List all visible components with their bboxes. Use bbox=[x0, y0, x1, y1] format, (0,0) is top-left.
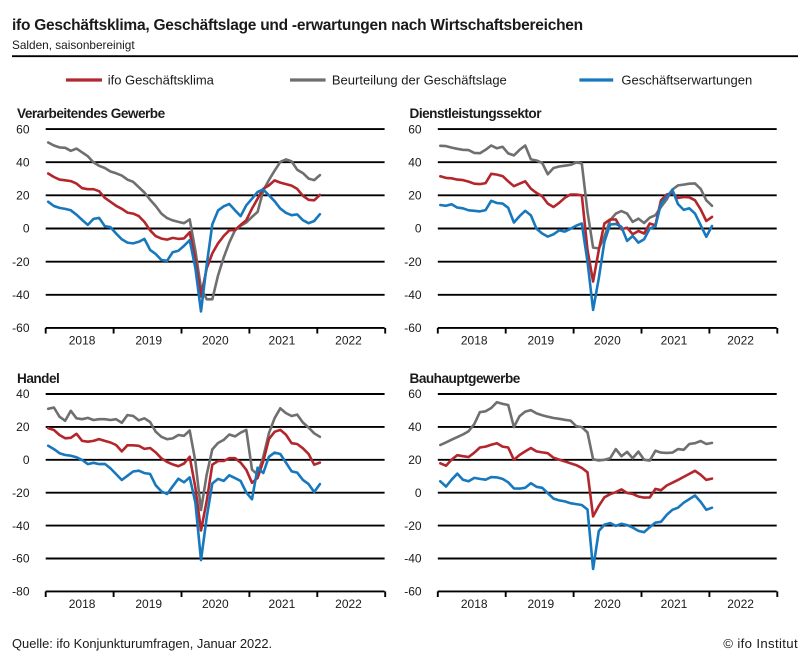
svg-text:2021: 2021 bbox=[661, 334, 688, 348]
svg-text:Verarbeitendes Gewerbe: Verarbeitendes Gewerbe bbox=[17, 106, 166, 121]
svg-text:2020: 2020 bbox=[594, 597, 621, 611]
svg-text:ifo Geschäftsklima, Geschäftsl: ifo Geschäftsklima, Geschäftslage und -e… bbox=[12, 17, 583, 34]
svg-text:-60: -60 bbox=[404, 321, 422, 335]
svg-text:0: 0 bbox=[415, 222, 422, 236]
svg-text:2021: 2021 bbox=[661, 597, 688, 611]
svg-text:2021: 2021 bbox=[269, 334, 296, 348]
svg-text:0: 0 bbox=[415, 486, 422, 500]
svg-text:-60: -60 bbox=[404, 585, 422, 599]
svg-text:-80: -80 bbox=[12, 585, 30, 599]
svg-text:-20: -20 bbox=[404, 255, 422, 269]
svg-text:20: 20 bbox=[16, 420, 30, 434]
svg-text:ifo Geschäftsklima: ifo Geschäftsklima bbox=[108, 72, 215, 87]
svg-text:2018: 2018 bbox=[69, 597, 96, 611]
svg-text:0: 0 bbox=[23, 453, 30, 467]
svg-text:2022: 2022 bbox=[335, 334, 362, 348]
svg-text:60: 60 bbox=[408, 387, 422, 401]
svg-text:20: 20 bbox=[408, 189, 422, 203]
svg-text:2019: 2019 bbox=[527, 334, 554, 348]
svg-text:60: 60 bbox=[408, 122, 422, 136]
svg-text:Geschäftserwartungen: Geschäftserwartungen bbox=[621, 72, 752, 87]
svg-text:-20: -20 bbox=[404, 519, 422, 533]
svg-text:2020: 2020 bbox=[202, 597, 229, 611]
svg-text:Bauhauptgewerbe: Bauhauptgewerbe bbox=[410, 371, 521, 386]
svg-text:2019: 2019 bbox=[135, 334, 162, 348]
svg-text:-40: -40 bbox=[12, 519, 30, 533]
svg-text:2019: 2019 bbox=[527, 597, 554, 611]
svg-text:Salden, saisonbereinigt: Salden, saisonbereinigt bbox=[12, 38, 135, 52]
svg-text:-60: -60 bbox=[12, 552, 30, 566]
svg-text:40: 40 bbox=[16, 155, 30, 169]
svg-text:2021: 2021 bbox=[269, 597, 296, 611]
svg-text:2020: 2020 bbox=[202, 334, 229, 348]
svg-text:-20: -20 bbox=[12, 486, 30, 500]
svg-text:2018: 2018 bbox=[461, 597, 488, 611]
svg-text:-40: -40 bbox=[404, 552, 422, 566]
svg-text:-40: -40 bbox=[404, 288, 422, 302]
svg-text:Dienstleistungssektor: Dienstleistungssektor bbox=[410, 106, 543, 121]
svg-text:40: 40 bbox=[408, 420, 422, 434]
svg-text:© ifo Institut: © ifo Institut bbox=[723, 636, 798, 651]
svg-text:2022: 2022 bbox=[727, 597, 754, 611]
svg-text:-20: -20 bbox=[12, 255, 30, 269]
svg-text:0: 0 bbox=[23, 222, 30, 236]
svg-text:-60: -60 bbox=[12, 321, 30, 335]
svg-text:20: 20 bbox=[408, 453, 422, 467]
svg-text:60: 60 bbox=[16, 122, 30, 136]
svg-text:Handel: Handel bbox=[17, 371, 59, 386]
svg-text:2018: 2018 bbox=[461, 334, 488, 348]
svg-text:2019: 2019 bbox=[135, 597, 162, 611]
svg-text:Quelle: ifo Konjunkturumfragen: Quelle: ifo Konjunkturumfragen, Januar 2… bbox=[12, 636, 272, 651]
svg-text:2022: 2022 bbox=[335, 597, 362, 611]
svg-text:2022: 2022 bbox=[727, 334, 754, 348]
svg-text:Beurteilung der Geschäftslage: Beurteilung der Geschäftslage bbox=[332, 72, 507, 87]
svg-text:2020: 2020 bbox=[594, 334, 621, 348]
svg-text:2018: 2018 bbox=[69, 334, 96, 348]
svg-text:-40: -40 bbox=[12, 288, 30, 302]
svg-text:40: 40 bbox=[408, 155, 422, 169]
svg-text:40: 40 bbox=[16, 387, 30, 401]
svg-text:20: 20 bbox=[16, 189, 30, 203]
